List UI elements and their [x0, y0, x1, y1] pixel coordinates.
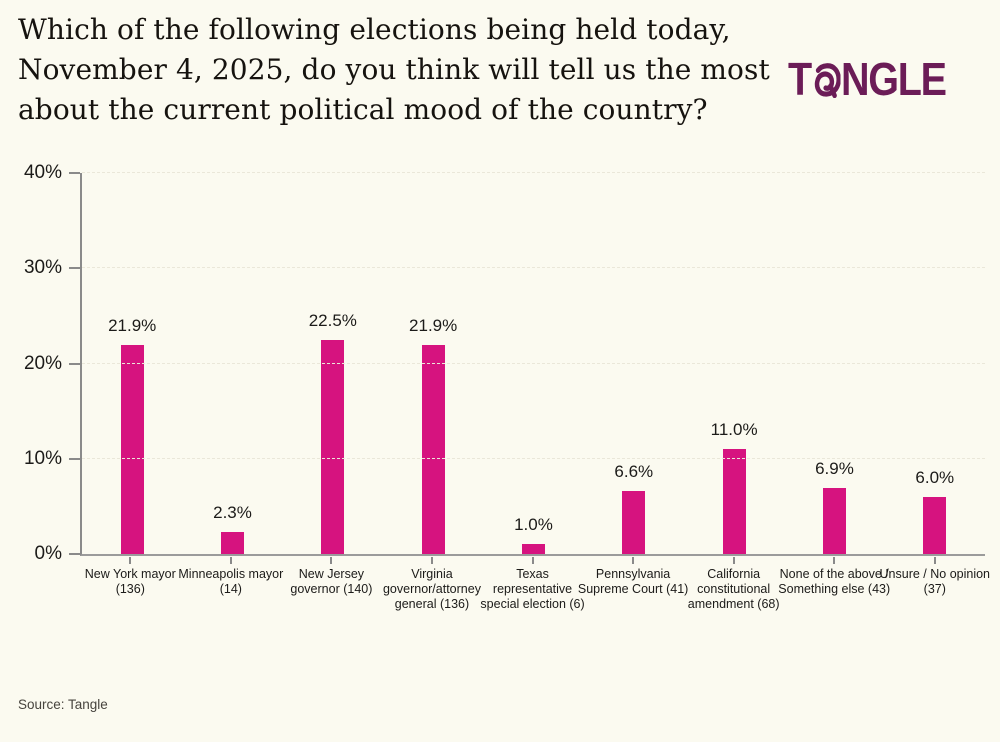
chart-question-title: Which of the following elections being h…: [18, 10, 778, 130]
y-axis-tick-0: [69, 553, 80, 555]
bar-value-label: 22.5%: [308, 311, 357, 330]
x-axis-category-label: Unsure / No opinion (37): [879, 567, 991, 596]
tangle-logo: T NGLE: [788, 52, 947, 106]
x-axis-category: Virginia governor/attorney general (136): [382, 557, 483, 612]
x-axis-labels: New York mayor (136) Minneapolis mayor (1…: [80, 557, 990, 612]
x-axis-category: California constitutional amendment (68): [683, 557, 784, 612]
x-axis-category: Unsure / No opinion (37): [880, 557, 990, 612]
bar: [521, 544, 545, 554]
bar-value-label: 11.0%: [710, 420, 758, 439]
bar: [120, 345, 144, 554]
source-note: Source: Tangle: [18, 697, 108, 712]
title-line-2: November 4, 2025, do you think will tell…: [18, 53, 770, 86]
bar-value-label: 6.6%: [614, 462, 654, 481]
bar-column: 6.9%: [784, 173, 884, 554]
x-axis-category-label: Virginia governor/attorney general (136): [382, 567, 481, 611]
bar-value-label: 1.0%: [514, 515, 553, 534]
x-axis-category-label: None of the above / Something else (43): [778, 567, 891, 596]
x-axis-category-label: Pennsylvania Supreme Court (41): [577, 567, 689, 596]
x-axis-category-label: New York mayor (136): [84, 567, 176, 596]
bar-column: 1.0%: [483, 173, 583, 554]
y-axis-tick-40: [69, 172, 80, 174]
bar-value-label: 2.3%: [213, 503, 252, 522]
x-axis-tick: [632, 557, 635, 564]
bar: [220, 532, 244, 554]
bar-column: 11.0%: [684, 173, 784, 554]
y-axis-label-30: 30%: [23, 257, 62, 279]
bar-value-label: 6.0%: [915, 468, 955, 487]
x-axis-category-label: California constitutional amendment (68): [687, 567, 780, 611]
bar: [421, 345, 445, 554]
bar-value-label: 6.9%: [815, 459, 854, 478]
bar: [321, 340, 345, 554]
plot-area: 21.9% 2.3% 22.5% 21.9% 1.0% 6.6% 11.0% 6.9% 6.0%…: [24, 162, 985, 564]
x-axis-tick: [933, 557, 936, 564]
x-axis-tick: [330, 557, 333, 564]
bar: [622, 491, 646, 554]
bar-column: 21.9%: [82, 173, 182, 554]
bar: [923, 497, 947, 554]
x-axis-tick: [430, 557, 433, 564]
y-axis-label-10: 10%: [23, 447, 62, 469]
x-axis-category: Minneapolis mayor (14): [178, 557, 283, 612]
bar-column: 6.6%: [584, 173, 684, 554]
bar: [722, 449, 746, 554]
bar-value-label: 21.9%: [108, 316, 157, 335]
bar-value-label: 21.9%: [409, 316, 458, 335]
bar-column: 22.5%: [283, 173, 383, 554]
x-axis-category: Pennsylvania Supreme Court (41): [578, 557, 688, 612]
bar-column: 21.9%: [383, 173, 483, 554]
x-axis-tick: [531, 557, 534, 564]
x-axis-category-label: New Jersey governor (140): [290, 567, 373, 596]
tangle-logo-prefix: T: [788, 53, 812, 105]
y-axis-tick-30: [69, 267, 80, 270]
title-line-1: Which of the following elections being h…: [18, 13, 731, 46]
bar-column: 2.3%: [182, 173, 282, 554]
tangle-logo-suffix: NGLE: [840, 53, 947, 105]
y-axis-tick-20: [69, 362, 80, 365]
bar: [822, 488, 846, 554]
y-axis-label-0: 0%: [34, 543, 62, 564]
title-line-3: about the current political mood of the …: [18, 93, 708, 126]
y-axis-tick-10: [69, 457, 80, 460]
x-axis-tick: [229, 557, 232, 564]
tangle-logo-a-icon: [814, 63, 841, 98]
x-axis-tick: [129, 557, 132, 564]
y-axis-label-40: 40%: [23, 162, 62, 183]
x-axis-category: New Jersey governor (140): [281, 557, 382, 612]
bars-container: 21.9% 2.3% 22.5% 21.9% 1.0% 6.6% 11.0% 6.9% 6.0%: [82, 173, 985, 554]
x-axis-category: Texas representative special election (6…: [480, 557, 585, 612]
bar-column: 6.0%: [885, 173, 985, 554]
x-axis-category-label: Minneapolis mayor (14): [178, 567, 284, 596]
x-axis-category-label: Texas representative special election (6…: [480, 567, 585, 611]
x-axis-tick: [732, 557, 735, 564]
y-axis-label-20: 20%: [23, 352, 62, 374]
x-axis-category: None of the above / Something else (43): [778, 557, 890, 612]
x-axis-tick: [833, 557, 836, 564]
x-axis-category: New York mayor (136): [80, 557, 181, 612]
